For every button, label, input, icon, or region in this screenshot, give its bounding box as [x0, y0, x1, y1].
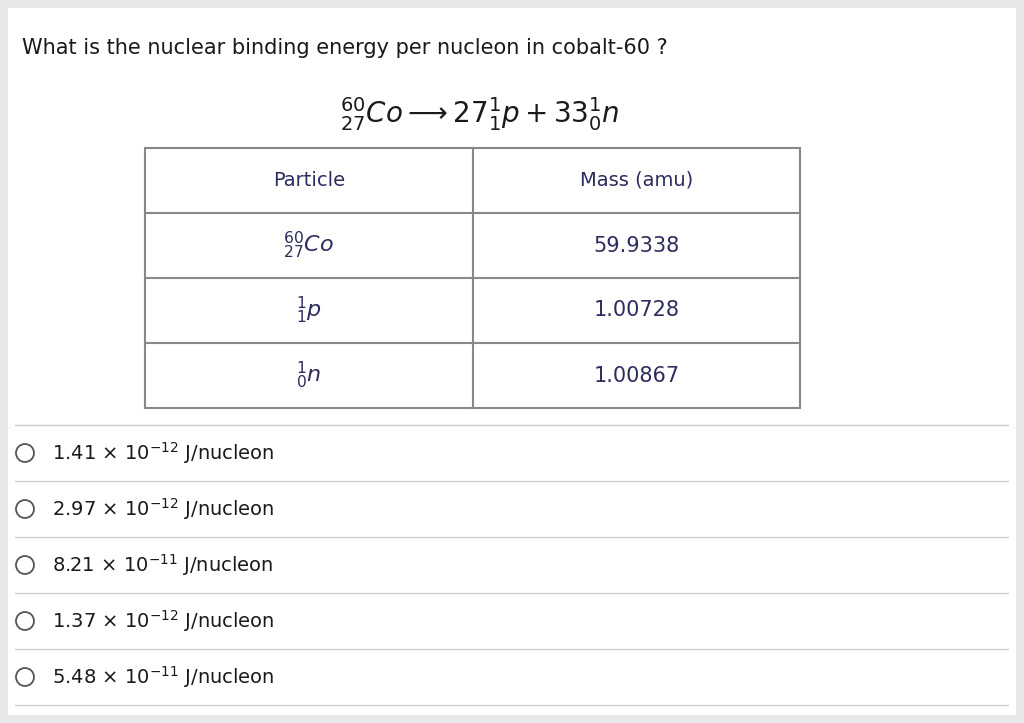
Text: 1.00867: 1.00867: [593, 366, 679, 385]
Text: What is the nuclear binding energy per nucleon in cobalt-60 ?: What is the nuclear binding energy per n…: [22, 38, 668, 58]
Text: 1.00728: 1.00728: [593, 301, 679, 320]
Text: 1.37 × 10$^{-12}$ J/nucleon: 1.37 × 10$^{-12}$ J/nucleon: [52, 608, 274, 634]
Text: Particle: Particle: [272, 171, 345, 190]
Text: ${}^{1}_{1}p$: ${}^{1}_{1}p$: [296, 295, 322, 326]
Text: 59.9338: 59.9338: [593, 236, 679, 255]
Text: 2.97 × 10$^{-12}$ J/nucleon: 2.97 × 10$^{-12}$ J/nucleon: [52, 496, 274, 522]
Text: ${}^{1}_{0}n$: ${}^{1}_{0}n$: [296, 360, 322, 391]
Text: Mass (amu): Mass (amu): [580, 171, 693, 190]
Text: ${}^{60}_{27}Co \longrightarrow 27{}^{1}_{1}p + 33{}^{1}_{0}n$: ${}^{60}_{27}Co \longrightarrow 27{}^{1}…: [340, 95, 620, 133]
Bar: [145, 148, 800, 408]
Text: 1.41 × 10$^{-12}$ J/nucleon: 1.41 × 10$^{-12}$ J/nucleon: [52, 440, 274, 466]
Text: ${}^{60}_{27}Co$: ${}^{60}_{27}Co$: [284, 230, 334, 261]
Text: 5.48 × 10$^{-11}$ J/nucleon: 5.48 × 10$^{-11}$ J/nucleon: [52, 664, 274, 690]
Text: 8.21 × 10$^{-11}$ J/nucleon: 8.21 × 10$^{-11}$ J/nucleon: [52, 552, 273, 578]
